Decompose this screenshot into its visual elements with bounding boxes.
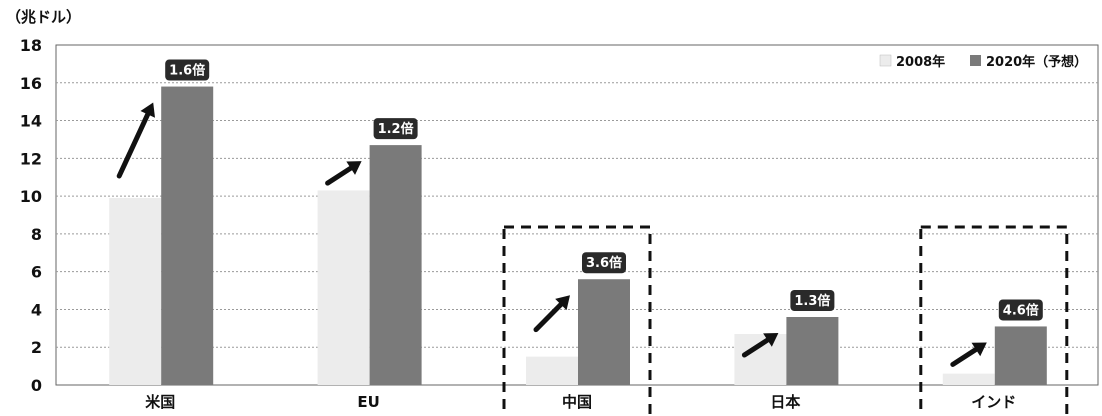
growth-arrow-head — [971, 342, 987, 357]
multiplier-label: 4.6倍 — [1003, 302, 1039, 318]
y-tick-label: 4 — [31, 300, 42, 319]
growth-arrow-shaft — [325, 165, 354, 186]
x-tick-label: 日本 — [770, 393, 800, 411]
growth-arrow-shaft — [741, 337, 770, 358]
growth-arrow-head — [555, 295, 570, 311]
x-axis-categories: 米国 EU 中国 日本 インド — [145, 393, 1016, 411]
legend-swatch-2008 — [879, 54, 892, 67]
bar-2008 — [109, 198, 162, 385]
highlight-box — [502, 225, 652, 416]
multiplier-badge — [165, 59, 210, 81]
growth-arrow-shaft — [950, 347, 979, 367]
multiplier-labels: 1.6倍 1.2倍 3.6倍 1.3倍 4.6倍 — [165, 59, 1043, 321]
legend-label-2008: 2008年 — [896, 54, 945, 70]
multiplier-label: 1.6倍 — [169, 63, 205, 79]
y-tick-label: 2 — [31, 338, 42, 357]
y-tick-label: 16 — [20, 74, 42, 93]
grid-lines — [55, 44, 1099, 386]
highlight-boxes — [502, 225, 1069, 416]
growth-arrow-head — [140, 102, 155, 118]
legend-swatch-2020 — [970, 55, 981, 66]
x-tick-label: 中国 — [562, 393, 592, 411]
growth-arrow-shaft — [116, 111, 151, 179]
multiplier-label: 3.6倍 — [586, 255, 622, 271]
bar-2020 — [994, 326, 1047, 385]
bar-2020 — [578, 279, 630, 385]
multiplier-badge — [373, 118, 418, 140]
bar-2008 — [526, 356, 578, 385]
y-tick-label: 14 — [20, 112, 42, 131]
y-axis-unit-label: （兆ドル） — [6, 8, 82, 26]
growth-arrow-head — [346, 161, 362, 175]
y-tick-label: 0 — [31, 376, 42, 395]
x-tick-label: EU — [357, 393, 379, 411]
multiplier-badge — [790, 290, 835, 311]
bar-2008 — [734, 334, 787, 385]
legend: 2008年 2020年（予想） — [879, 54, 1087, 70]
bar-2008 — [317, 190, 370, 385]
growth-arrow-head — [763, 333, 779, 347]
bar-2020 — [369, 145, 422, 385]
bar-2020 — [161, 86, 214, 386]
y-tick-label: 12 — [20, 149, 42, 168]
highlight-box — [919, 225, 1069, 416]
growth-arrows — [116, 102, 987, 367]
x-tick-label: インド — [971, 393, 1016, 411]
multiplier-label: 1.2倍 — [378, 121, 414, 137]
bar-2008 — [942, 373, 995, 385]
growth-arrow-shaft — [533, 301, 564, 333]
y-tick-label: 8 — [31, 225, 42, 244]
multiplier-label: 1.3倍 — [794, 293, 830, 309]
y-axis-ticks: 0 2 4 6 8 10 12 14 16 18 — [20, 36, 42, 395]
multiplier-badge — [582, 252, 626, 274]
legend-label-2020: 2020年（予想） — [986, 54, 1087, 70]
x-tick-label: 米国 — [145, 393, 175, 411]
y-tick-label: 6 — [31, 263, 42, 282]
bar-2020 — [786, 317, 839, 385]
y-tick-label: 18 — [20, 36, 42, 55]
multiplier-badge — [998, 299, 1043, 321]
y-tick-label: 10 — [20, 187, 42, 206]
bars — [109, 86, 1047, 386]
